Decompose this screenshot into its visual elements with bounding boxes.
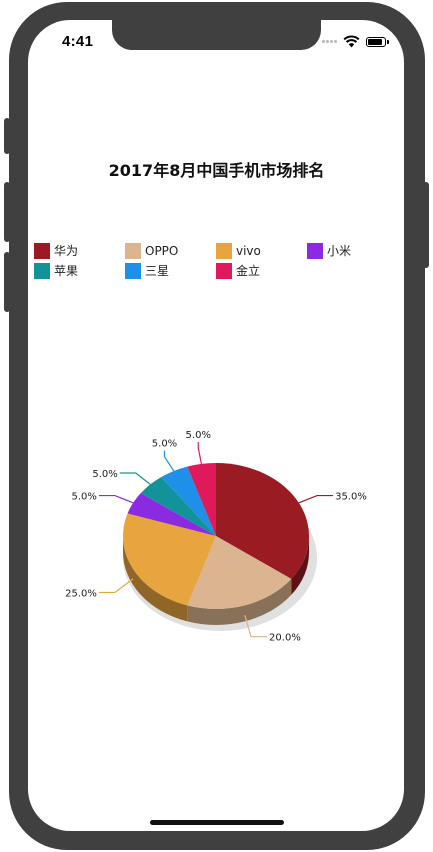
legend-swatch	[307, 243, 323, 259]
legend-swatch	[34, 243, 50, 259]
leader-line	[197, 442, 203, 465]
legend-label: 金立	[236, 264, 261, 278]
legend-swatch	[216, 263, 232, 279]
leader-line	[98, 494, 134, 504]
chart-title: 2017年8月中国手机市场排名	[108, 161, 325, 180]
pie-slice-side	[123, 536, 188, 622]
battery-icon	[366, 37, 389, 47]
legend-label: vivo	[236, 244, 261, 258]
pie-slice-side	[187, 578, 292, 625]
slice-value-label: 25.0%	[65, 588, 97, 599]
wifi-icon	[343, 35, 360, 48]
legend-label: 华为	[54, 244, 79, 258]
cellular-signal-icon	[322, 40, 340, 46]
legend-swatch	[125, 243, 141, 259]
status-time: 4:41	[62, 33, 94, 50]
legend-label: 苹果	[54, 264, 79, 278]
pie-slice	[187, 536, 292, 609]
phone-screen	[28, 20, 404, 831]
leader-line	[98, 578, 134, 594]
phone-notch	[112, 20, 321, 50]
legend-label: 小米	[327, 244, 352, 258]
pie-slice-side	[291, 536, 309, 595]
volume-down-button	[4, 252, 10, 312]
pie-slice	[187, 463, 216, 536]
pie-slice	[216, 463, 309, 579]
slice-value-label: 5.0%	[152, 439, 177, 450]
leader-line	[119, 472, 151, 485]
mute-switch	[4, 118, 10, 154]
legend-swatch	[125, 263, 141, 279]
slice-value-label: 20.0%	[269, 633, 301, 644]
volume-up-button	[4, 182, 10, 242]
pie-slice	[140, 476, 216, 536]
legend-swatch	[34, 263, 50, 279]
power-button	[423, 182, 429, 268]
slice-value-label: 5.0%	[186, 430, 211, 441]
leader-line	[163, 450, 175, 472]
legend-label: OPPO	[145, 244, 179, 258]
pie-slice	[127, 493, 216, 536]
slice-value-label: 5.0%	[72, 492, 97, 503]
slice-value-label: 35.0%	[335, 492, 367, 503]
legend-label: 三星	[145, 264, 170, 278]
pie-slice	[123, 513, 216, 606]
leader-line	[298, 494, 334, 504]
pie-slice	[161, 466, 216, 536]
leader-line	[244, 614, 268, 638]
legend-swatch	[216, 243, 232, 259]
home-indicator	[150, 820, 284, 825]
slice-value-label: 5.0%	[92, 469, 117, 480]
